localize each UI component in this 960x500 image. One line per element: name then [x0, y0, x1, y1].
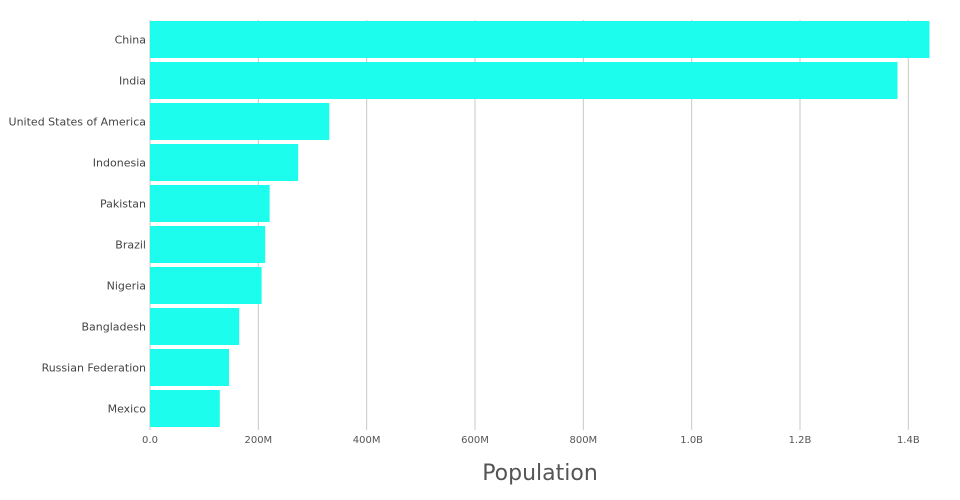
x-tick-label-3: 600M — [461, 435, 489, 446]
x-axis-title: Population — [482, 461, 598, 486]
category-labels: China India United States of America Indone… — [9, 34, 147, 416]
category-label-7: Bangladesh — [82, 321, 147, 334]
x-tick-label-1: 200M — [244, 435, 272, 446]
x-tick-labels: 0.0 200M 400M 600M 800M 1.0B 1.2B 1.4B — [142, 435, 920, 446]
x-tick-label-5: 1.0B — [680, 435, 703, 446]
bar-9 — [150, 390, 220, 427]
x-tick-label-4: 800M — [569, 435, 597, 446]
bar-5 — [150, 226, 266, 263]
bars — [150, 21, 930, 427]
category-label-0: China — [115, 34, 146, 47]
bar-1 — [150, 62, 898, 99]
category-label-5: Brazil — [115, 239, 146, 252]
x-tick-label-6: 1.2B — [789, 435, 812, 446]
category-label-3: Indonesia — [93, 157, 146, 170]
bar-7 — [150, 308, 240, 345]
category-label-6: Nigeria — [107, 280, 146, 293]
category-label-2: United States of America — [9, 116, 146, 129]
bar-4 — [150, 185, 270, 222]
bar-2 — [150, 103, 330, 140]
category-label-9: Mexico — [108, 403, 147, 416]
bar-6 — [150, 267, 262, 304]
bar-3 — [150, 144, 299, 181]
x-tick-label-0: 0.0 — [142, 435, 158, 446]
bar-0 — [150, 21, 930, 58]
category-label-8: Russian Federation — [42, 362, 146, 375]
x-tick-label-7: 1.4B — [897, 435, 920, 446]
bar-8 — [150, 349, 230, 386]
category-label-1: India — [119, 75, 146, 88]
category-label-4: Pakistan — [100, 198, 146, 211]
x-tick-label-2: 400M — [353, 435, 381, 446]
